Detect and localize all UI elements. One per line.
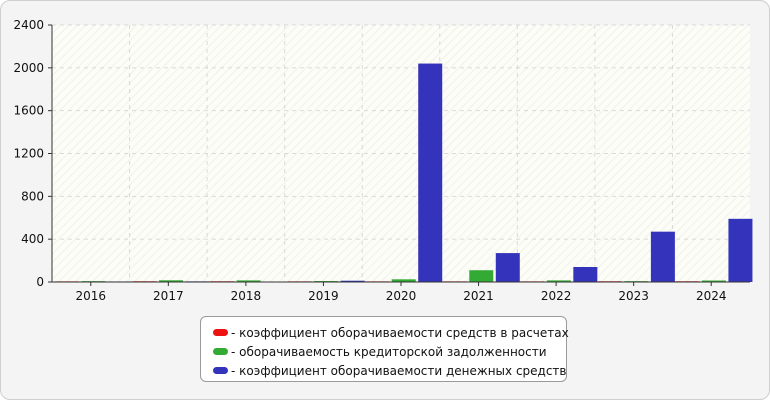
bar-2018-series-2 xyxy=(236,280,261,282)
bar-2023-series-3 xyxy=(650,231,675,282)
legend-item: - коэффициент оборачиваемости средств в … xyxy=(213,323,569,342)
bar-2020-series-2 xyxy=(391,279,416,282)
bar-2024-series-2 xyxy=(701,280,726,282)
x-tick-label: 2017 xyxy=(153,289,184,303)
legend-swatch-red xyxy=(213,329,228,336)
legend-label: - оборачиваемость кредиторской задолженн… xyxy=(231,344,547,359)
bar-2017-series-2 xyxy=(159,280,184,282)
bar-chart: 0 400 800 1200 1600 2000 2400 2016 2017 2018 2019 2… xyxy=(13,18,753,303)
x-tick-label: 2021 xyxy=(463,289,494,303)
y-tick-label: 0 xyxy=(36,275,44,289)
legend-item: - оборачиваемость кредиторской задолженн… xyxy=(213,342,566,361)
x-tick-label: 2022 xyxy=(541,289,572,303)
y-tick-label: 800 xyxy=(21,189,44,203)
y-tick-label: 1200 xyxy=(13,147,44,161)
plot-area xyxy=(52,25,750,282)
y-tick-label: 2400 xyxy=(13,18,44,32)
bar-2020-series-3 xyxy=(418,63,443,282)
x-tick-label: 2018 xyxy=(231,289,262,303)
x-tick-label: 2023 xyxy=(618,289,649,303)
chart-legend: - коэффициент оборачиваемости средств в … xyxy=(200,316,569,382)
legend-item: - коэффициент оборачиваемости денежных с… xyxy=(213,361,567,380)
bar-2022-series-3 xyxy=(573,267,598,282)
y-tick-label: 400 xyxy=(21,232,44,246)
bar-2022-series-2 xyxy=(546,280,571,282)
legend-swatch-green xyxy=(213,348,228,355)
bar-2019-series-3 xyxy=(340,280,365,282)
bar-2024-series-3 xyxy=(728,218,753,282)
legend-swatch-blue xyxy=(213,367,228,374)
bar-2021-series-2 xyxy=(469,270,494,282)
x-tick-label: 2024 xyxy=(696,289,727,303)
legend-label: - коэффициент оборачиваемости средств в … xyxy=(231,325,569,340)
x-tick-label: 2020 xyxy=(386,289,417,303)
x-tick-label: 2019 xyxy=(308,289,339,303)
legend-label: - коэффициент оборачиваемости денежных с… xyxy=(231,363,567,378)
x-tick-label: 2016 xyxy=(76,289,107,303)
y-tick-label: 2000 xyxy=(13,61,44,75)
y-tick-label: 1600 xyxy=(13,104,44,118)
bar-2021-series-3 xyxy=(495,253,520,282)
